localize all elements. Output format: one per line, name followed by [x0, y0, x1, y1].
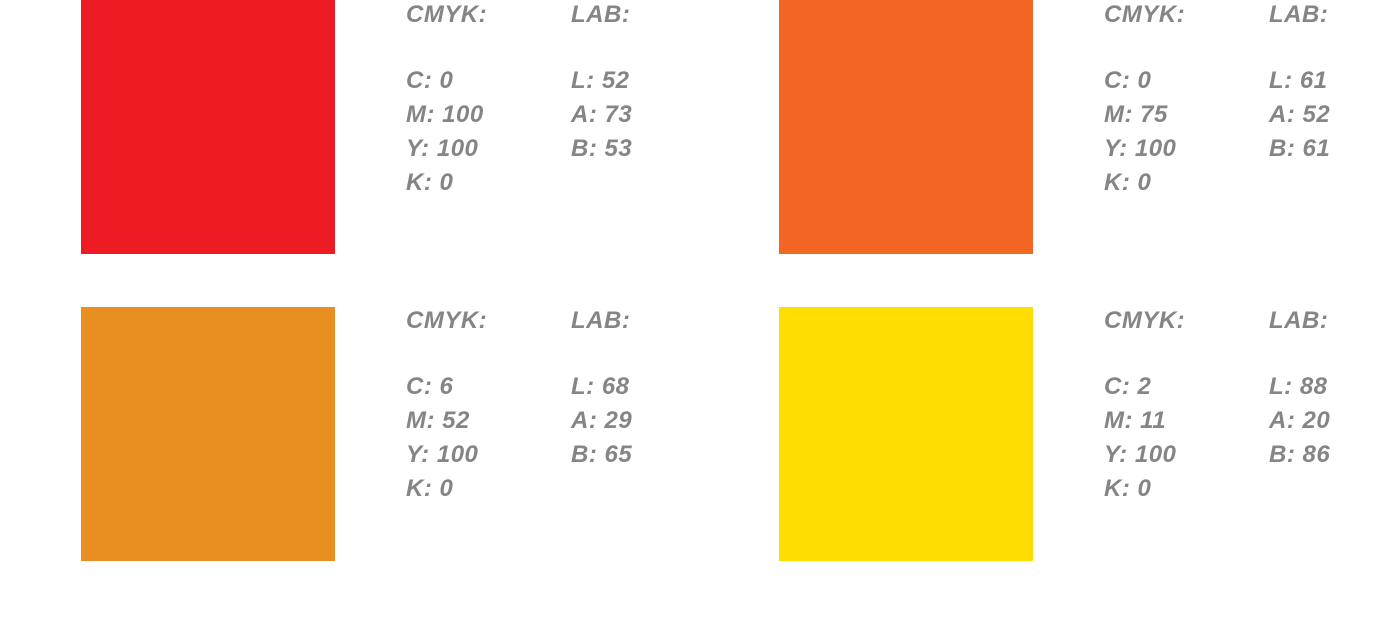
cmyk-heading: CMYK: — [406, 1, 488, 28]
lab-values: LAB: L: 61 A: 52 B: 61 — [1269, 0, 1330, 168]
cmyk-m: M: 100 — [406, 101, 484, 128]
cmyk-k: K: 0 — [406, 475, 454, 502]
cmyk-y: Y: 100 — [406, 135, 479, 162]
lab-a: A: 73 — [571, 101, 633, 128]
color-swatch — [779, 307, 1033, 561]
color-swatch — [81, 307, 335, 561]
cmyk-heading: CMYK: — [1104, 1, 1186, 28]
swatch-card-red: CMYK: C: 0 M: 100 Y: 100 K: 0 LAB: L: 52… — [81, 0, 721, 260]
lab-b: B: 61 — [1269, 135, 1331, 162]
lab-b: B: 86 — [1269, 441, 1331, 468]
lab-l: L: 88 — [1269, 373, 1328, 400]
lab-heading: LAB: — [571, 1, 631, 28]
cmyk-m: M: 52 — [406, 407, 470, 434]
lab-a: A: 52 — [1269, 101, 1331, 128]
color-swatch — [779, 0, 1033, 254]
cmyk-c: C: 6 — [406, 373, 454, 400]
cmyk-y: Y: 100 — [1104, 135, 1177, 162]
lab-heading: LAB: — [1269, 307, 1329, 334]
lab-l: L: 61 — [1269, 67, 1328, 94]
cmyk-k: K: 0 — [1104, 169, 1152, 196]
cmyk-k: K: 0 — [406, 169, 454, 196]
lab-heading: LAB: — [1269, 1, 1329, 28]
swatch-card-yellow: CMYK: C: 2 M: 11 Y: 100 K: 0 LAB: L: 88 … — [779, 307, 1400, 567]
lab-a: A: 20 — [1269, 407, 1331, 434]
cmyk-k: K: 0 — [1104, 475, 1152, 502]
lab-values: LAB: L: 52 A: 73 B: 53 — [571, 0, 632, 168]
cmyk-y: Y: 100 — [1104, 441, 1177, 468]
lab-b: B: 53 — [571, 135, 633, 162]
cmyk-values: CMYK: C: 0 M: 75 Y: 100 K: 0 — [1104, 0, 1185, 202]
lab-b: B: 65 — [571, 441, 633, 468]
cmyk-heading: CMYK: — [406, 307, 488, 334]
swatch-card-orange: CMYK: C: 0 M: 75 Y: 100 K: 0 LAB: L: 61 … — [779, 0, 1400, 260]
cmyk-heading: CMYK: — [1104, 307, 1186, 334]
cmyk-y: Y: 100 — [406, 441, 479, 468]
lab-values: LAB: L: 88 A: 20 B: 86 — [1269, 306, 1330, 474]
cmyk-values: CMYK: C: 6 M: 52 Y: 100 K: 0 — [406, 306, 487, 508]
lab-heading: LAB: — [571, 307, 631, 334]
cmyk-values: CMYK: C: 2 M: 11 Y: 100 K: 0 — [1104, 306, 1185, 508]
swatch-card-amber: CMYK: C: 6 M: 52 Y: 100 K: 0 LAB: L: 68 … — [81, 307, 721, 567]
cmyk-c: C: 0 — [1104, 67, 1152, 94]
lab-values: LAB: L: 68 A: 29 B: 65 — [571, 306, 632, 474]
cmyk-values: CMYK: C: 0 M: 100 Y: 100 K: 0 — [406, 0, 487, 202]
cmyk-m: M: 75 — [1104, 101, 1168, 128]
cmyk-c: C: 0 — [406, 67, 454, 94]
cmyk-c: C: 2 — [1104, 373, 1152, 400]
lab-a: A: 29 — [571, 407, 633, 434]
cmyk-m: M: 11 — [1104, 407, 1167, 434]
lab-l: L: 52 — [571, 67, 630, 94]
color-swatch — [81, 0, 335, 254]
lab-l: L: 68 — [571, 373, 630, 400]
